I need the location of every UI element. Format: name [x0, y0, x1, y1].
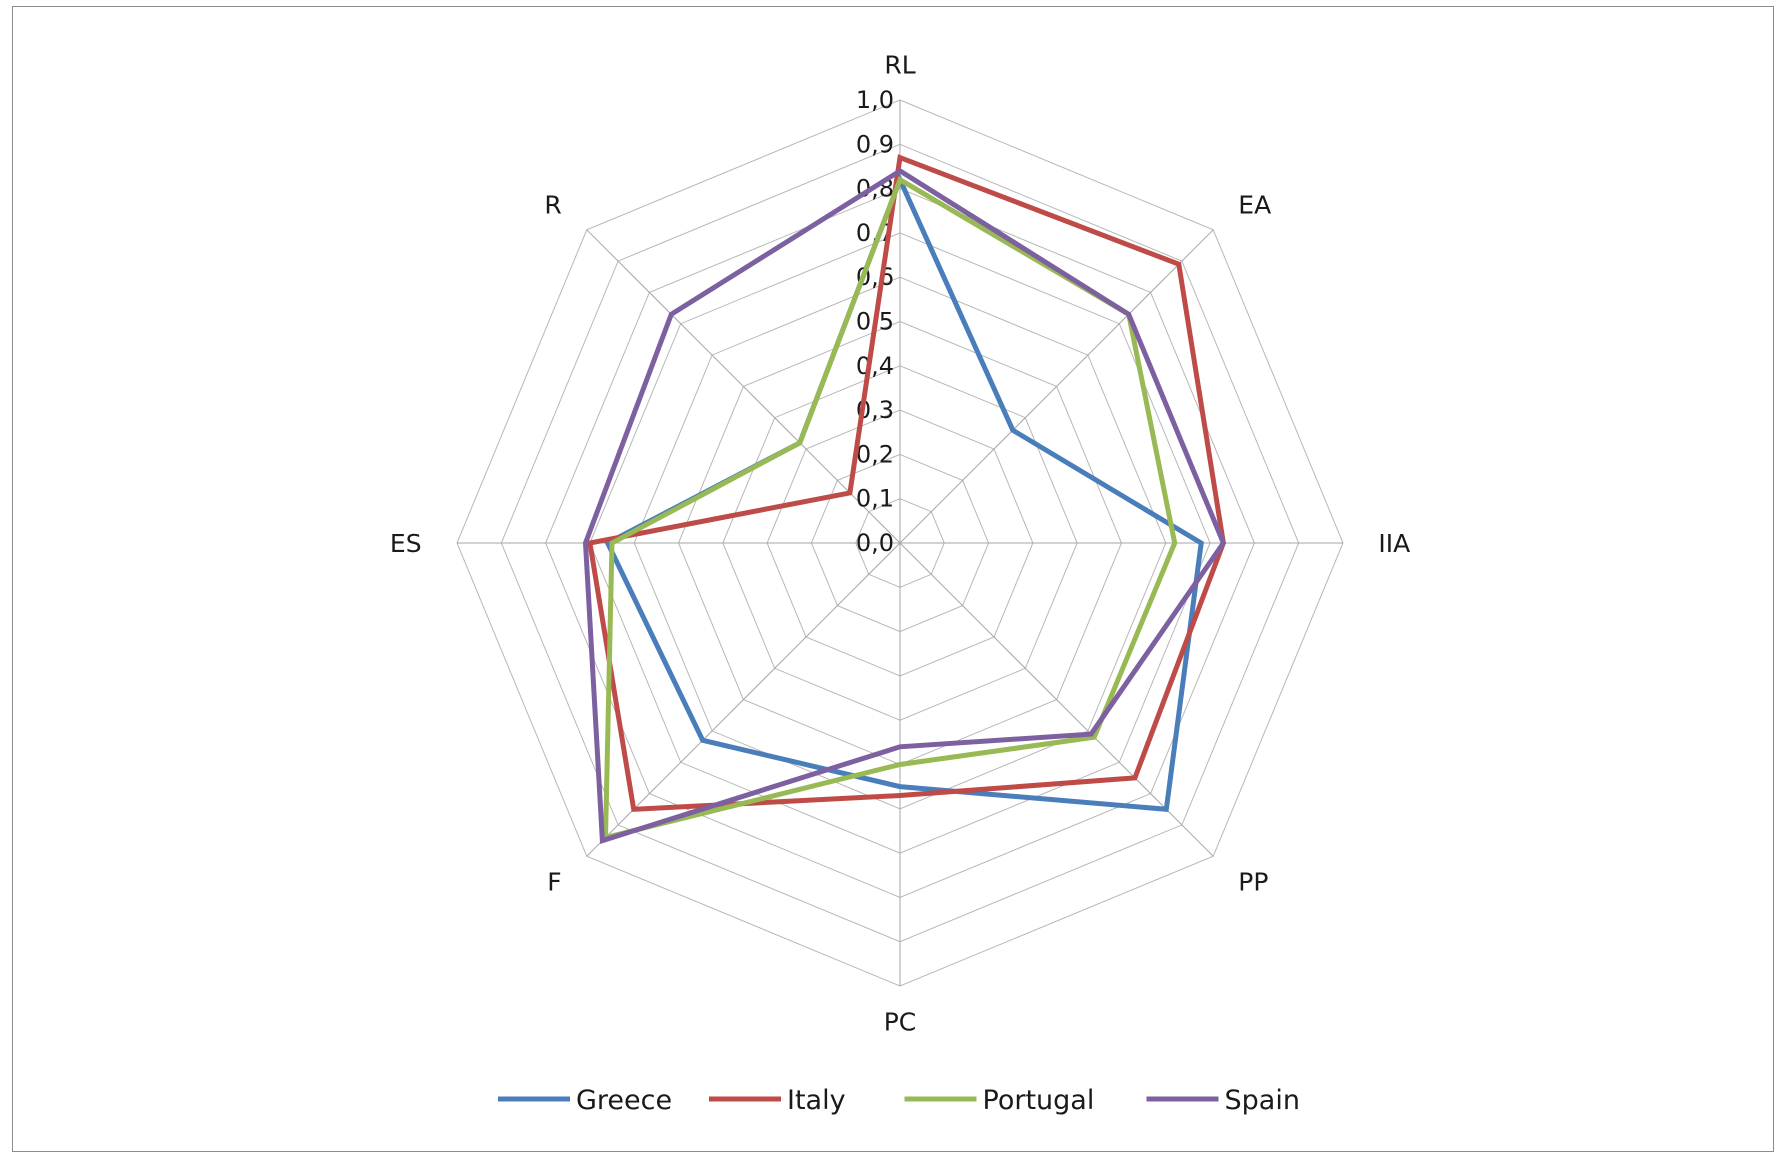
- legend: Greece Italy Portugal Spain: [498, 1085, 1300, 1116]
- legend-label: Greece: [576, 1085, 672, 1116]
- tick-label: 0,1: [856, 485, 894, 513]
- radar-grid: [456, 99, 1344, 987]
- radial-tick-labels: 0,00,10,20,30,40,50,60,70,80,91,0: [856, 86, 894, 557]
- tick-label: 0,9: [856, 130, 894, 158]
- series-italy-line: [587, 154, 1226, 812]
- series-greece-line: [604, 173, 1204, 812]
- series-lines: [582, 154, 1227, 844]
- legend-item-portugal: Portugal: [904, 1085, 1095, 1116]
- legend-item-greece: Greece: [498, 1085, 672, 1116]
- axis-spoke: [899, 229, 1214, 544]
- axis-labels: RL EA IIA PP PC F ES R: [390, 51, 1410, 1037]
- legend-label: Italy: [787, 1085, 846, 1116]
- radar-chart: 0,00,10,20,30,40,50,60,70,80,91,0 RLEAII…: [390, 51, 1410, 1116]
- tick-label: 1,0: [856, 86, 894, 114]
- axis-label-r: R: [544, 191, 561, 220]
- legend-item-spain: Spain: [1146, 1085, 1300, 1116]
- legend-label: Portugal: [983, 1085, 1095, 1116]
- axis-label-iia: IIA: [1378, 529, 1410, 558]
- chart-area: 0,0 0,1 0,2 0,3 0,4 0,5 0,6 0,7 0,8 0,9 1,0 RL EA II…: [12, 6, 1774, 1152]
- series-portugal-line: [602, 176, 1178, 841]
- axis-label-pp: PP: [1238, 867, 1268, 896]
- axis-label-pc: PC: [884, 1007, 917, 1036]
- legend-label: Spain: [1225, 1085, 1300, 1116]
- tick-label: 0,4: [856, 352, 894, 380]
- series-spain-line: [582, 167, 1227, 844]
- axis-label-rl: RL: [884, 51, 915, 80]
- axis-spoke: [899, 542, 1214, 857]
- tick-label: 0,0: [856, 529, 894, 557]
- axis-spoke: [586, 229, 901, 544]
- tick-label: 0,2: [856, 440, 894, 468]
- axis-label-f: F: [547, 867, 561, 896]
- axis-spoke: [586, 542, 901, 857]
- axis-label-es: ES: [390, 529, 422, 558]
- legend-item-italy: Italy: [709, 1085, 846, 1116]
- axis-label-ea: EA: [1238, 191, 1271, 220]
